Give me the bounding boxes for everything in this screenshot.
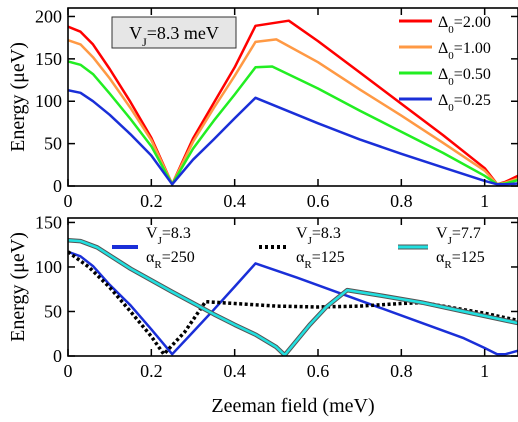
legend-item-vj83-ar125: VJ=8.3 αR=125 [259, 225, 345, 271]
legend-item-vj77-ar125: VJ=7.7 αR=125 [398, 225, 485, 271]
series-line [68, 19, 518, 186]
series-line [68, 60, 518, 186]
bottom-plot-frame [67, 217, 518, 357]
x-tick-label: 0.2 [140, 191, 163, 211]
y-tick-label: 0 [53, 176, 62, 196]
x-tick-label: 0.6 [307, 361, 330, 381]
legend-label: Δ0=0.25 [438, 92, 491, 114]
legend-label-alpha: αR=125 [436, 249, 485, 271]
x-axis-label: Zeeman field (meV) [211, 395, 374, 417]
annotation-box [111, 16, 237, 49]
x-tick-label: 0.4 [223, 191, 246, 211]
x-tick-label: 0.4 [223, 361, 246, 381]
y-tick-label: 100 [35, 91, 62, 111]
x-tick-label: 0.6 [307, 191, 330, 211]
top-plot-frame [67, 7, 518, 187]
annotation-text: VJ=8.3 meV [129, 23, 219, 49]
x-tick-label: 0 [64, 191, 73, 211]
legend-label-vj: VJ=8.3 [146, 225, 191, 247]
bottom-legend: VJ=8.3 αR=250 VJ=8.3 αR=125 VJ=7.7 αR=12… [112, 225, 485, 271]
legend-item-delta-2: Δ0=2.00 [399, 14, 491, 36]
y-tick-label: 50 [44, 134, 62, 154]
x-tick-label: 1 [480, 191, 489, 211]
legend-item-delta-025: Δ0=0.25 [399, 92, 491, 114]
legend-item-delta-1: Δ0=1.00 [399, 40, 491, 62]
legend-label: Δ0=0.50 [438, 66, 491, 88]
series-line-outline [68, 238, 518, 356]
y-tick-label: 150 [35, 212, 62, 232]
top-ticks: 0 0.2 0.4 0.6 0.8 1 0 50 100 150 200 [35, 6, 518, 211]
top-legend: Δ0=2.00 Δ0=1.00 Δ0=0.50 Δ0=0.25 [399, 14, 491, 114]
series-line [68, 250, 518, 356]
y-tick-label: 100 [35, 257, 62, 277]
x-tick-label: 0 [64, 361, 73, 381]
top-y-axis-label: Energy (μeV) [7, 42, 29, 152]
legend-label-alpha: αR=125 [296, 249, 345, 271]
x-tick-label: 1 [480, 361, 489, 381]
x-tick-label: 0.2 [140, 361, 163, 381]
bottom-panel: 0 0.2 0.4 0.6 0.8 1 0 50 100 150 Energy (μeV) Zee… [7, 212, 518, 417]
bottom-ticks: 0 0.2 0.4 0.6 0.8 1 0 50 100 150 [35, 212, 518, 381]
x-tick-label: 0.8 [390, 361, 413, 381]
legend-label-vj: VJ=8.3 [296, 225, 341, 247]
bottom-series-lines [68, 238, 518, 356]
legend-item-delta-05: Δ0=0.50 [399, 66, 491, 88]
x-tick-label: 0.8 [390, 191, 413, 211]
bottom-y-axis-label: Energy (μeV) [7, 232, 29, 342]
series-line [68, 239, 518, 356]
series-line [68, 250, 518, 356]
legend-label-vj: VJ=7.7 [436, 225, 481, 247]
series-line [68, 38, 518, 186]
legend-label: Δ0=2.00 [438, 14, 491, 36]
y-tick-label: 50 [44, 301, 62, 321]
legend-label-alpha: αR=250 [146, 249, 195, 271]
y-tick-label: 150 [35, 49, 62, 69]
legend-label: Δ0=1.00 [438, 40, 491, 62]
y-tick-label: 200 [35, 6, 62, 26]
y-tick-label: 0 [53, 346, 62, 366]
